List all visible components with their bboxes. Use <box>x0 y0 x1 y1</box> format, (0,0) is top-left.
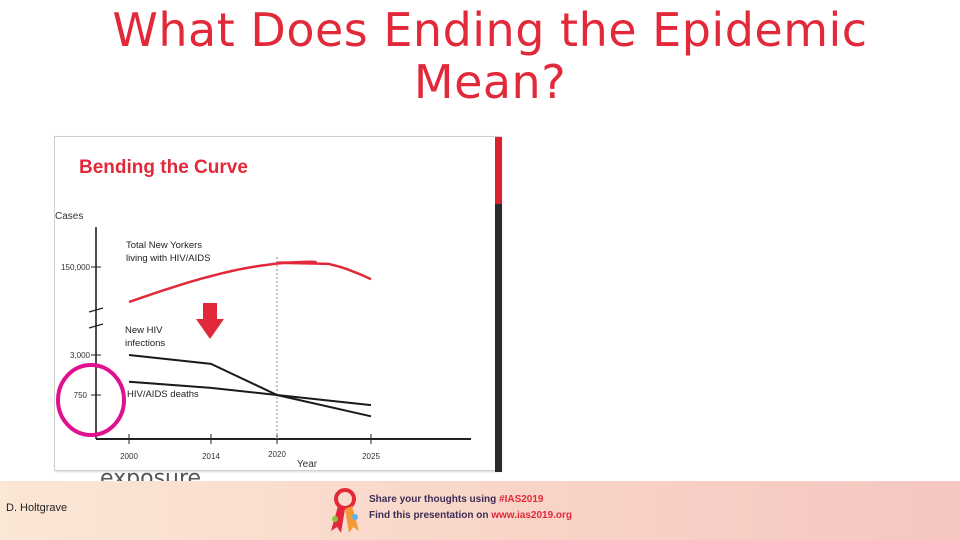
author-credit: D. Holtgrave <box>6 502 68 514</box>
series-line-deaths <box>128 380 372 407</box>
axis-break-mark <box>88 307 104 313</box>
x-axis-label: Year <box>297 459 318 470</box>
y-tick-label: 750 <box>74 391 88 400</box>
series-label: HIV/AIDS deaths <box>127 389 199 400</box>
find-prefix: Find this presentation on <box>369 510 492 521</box>
chart-heading: Bending the Curve <box>79 157 248 178</box>
series-label: New HIV <box>125 325 163 336</box>
x-tick-label: 2014 <box>202 452 220 461</box>
find-presentation-line: Find this presentation on www.ias2019.or… <box>369 510 572 521</box>
conference-hashtag[interactable]: #IAS2019 <box>499 494 544 505</box>
x-tick-label: 2000 <box>120 452 138 461</box>
series-label: Total New Yorkers <box>126 240 202 251</box>
series-label: infections <box>125 338 165 349</box>
highlight-circle <box>56 363 126 437</box>
chart-image: Bending the Curve Cases 150,000 3,000 75… <box>54 136 502 472</box>
series-line-new-infections <box>128 354 372 418</box>
share-prefix: Share your thoughts using <box>369 494 500 505</box>
x-tick-label: 2025 <box>362 452 380 461</box>
y-axis-label: Cases <box>55 211 83 222</box>
x-tick-label: 2020 <box>268 450 286 459</box>
conference-website-link[interactable]: www.ias2019.org <box>491 510 573 521</box>
share-hashtag-line: Share your thoughts using #IAS2019 <box>369 494 544 505</box>
ribbon-logo-icon <box>331 488 359 533</box>
axis-break-mark <box>88 323 104 329</box>
chart-svg: Bending the Curve Cases 150,000 3,000 75… <box>55 137 502 472</box>
series-line-total-living <box>128 260 372 304</box>
series-label: living with HIV/AIDS <box>126 253 210 264</box>
scrollbar-thumb[interactable] <box>495 137 502 204</box>
y-tick-label: 150,000 <box>61 263 90 272</box>
down-arrow-icon <box>196 303 224 339</box>
slide-title: What Does Ending the Epidemic Mean? <box>112 3 868 109</box>
scrollbar-track[interactable] <box>495 204 502 472</box>
y-tick-label: 3,000 <box>70 351 91 360</box>
conference-footer: D. Holtgrave Share your thoughts using #… <box>0 481 960 540</box>
